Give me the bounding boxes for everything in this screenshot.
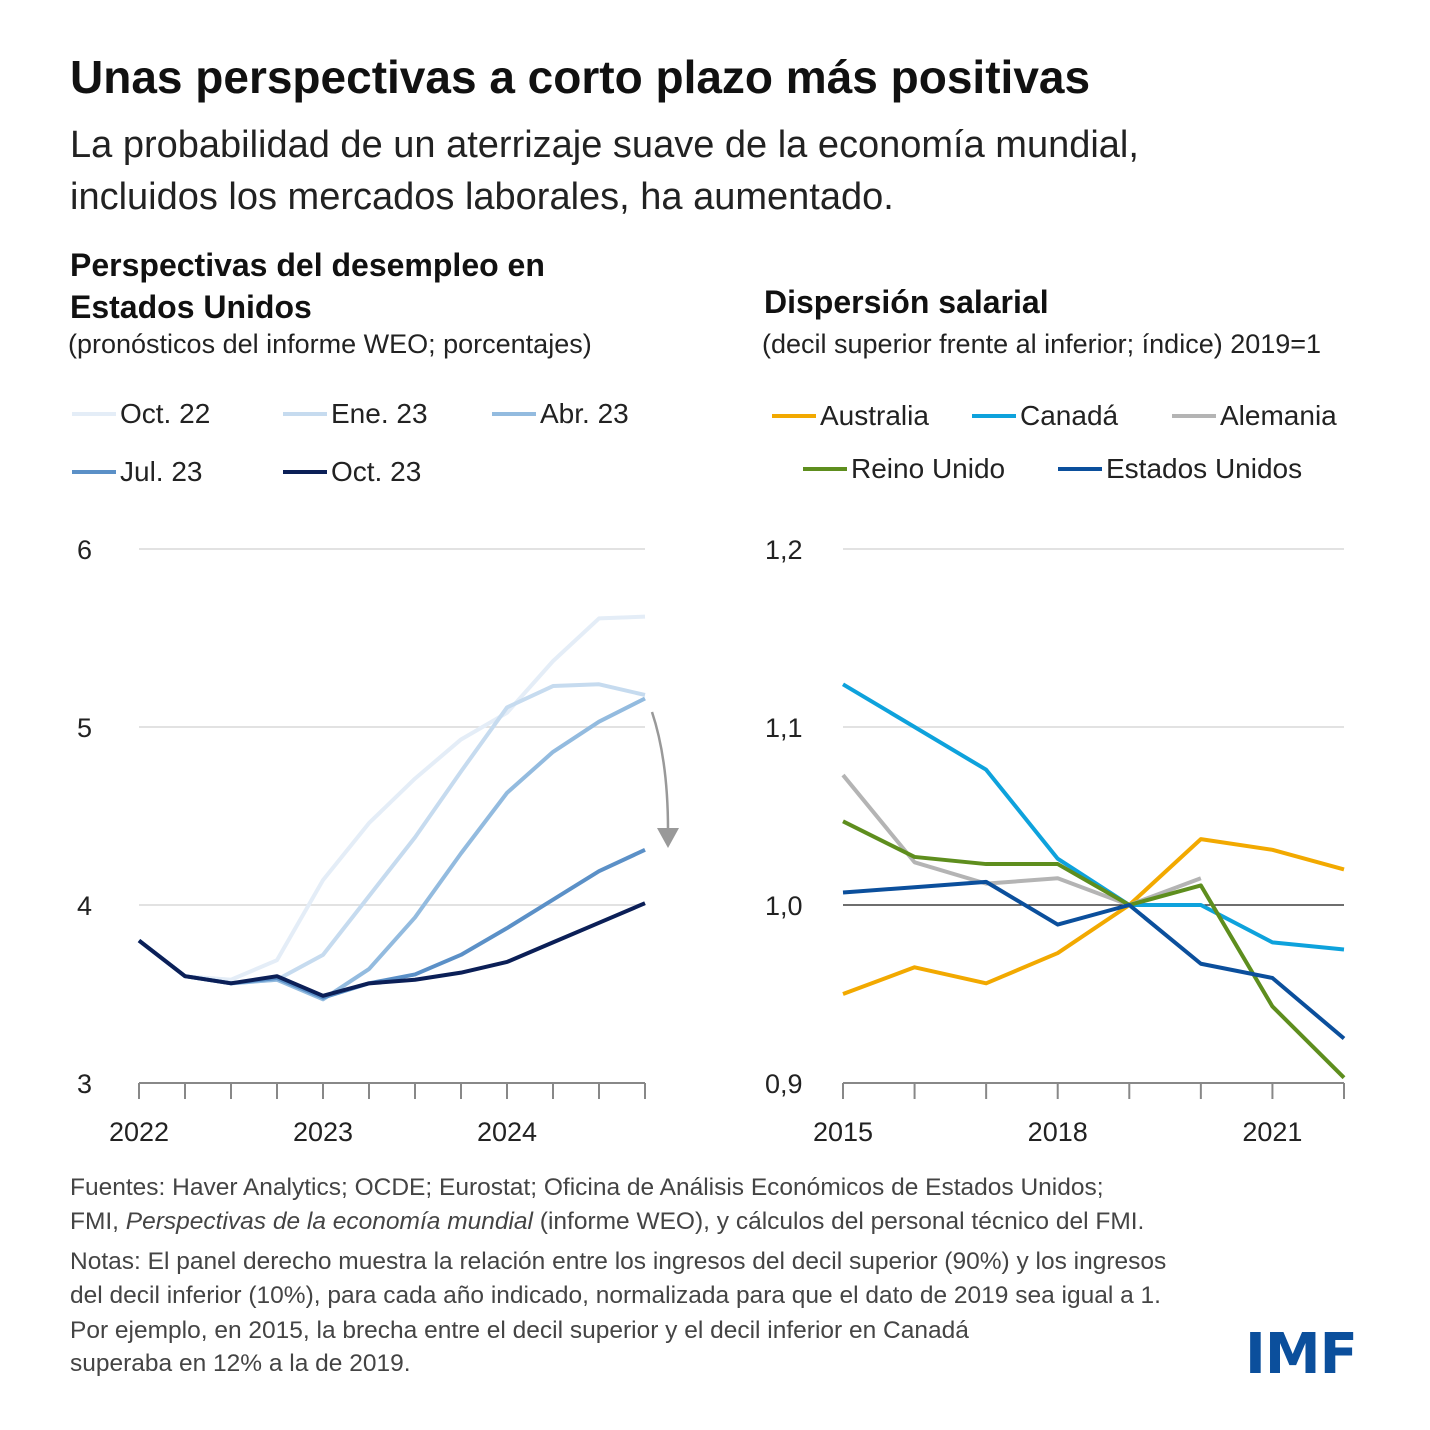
- notes-line-2: del decil inferior (10%), para cada año …: [70, 1282, 1161, 1309]
- sources-text: FMI,: [70, 1208, 126, 1235]
- sources-publication: Perspectivas de la economía mundial: [125, 1208, 533, 1235]
- legend-swatch: [1058, 467, 1102, 471]
- subtitle-line-2: incluidos los mercados laborales, ha aum…: [70, 176, 894, 218]
- y-tick-label: 5: [77, 713, 92, 743]
- notes-line-4: superaba en 12% a la de 2019.: [70, 1350, 411, 1377]
- x-tick-label: 2024: [477, 1117, 537, 1147]
- series-line-australia: [842, 837, 1345, 996]
- legend-swatch: [972, 414, 1016, 418]
- down-arrow-head: [657, 828, 679, 848]
- notes-line-1: Notas: El panel derecho muestra la relac…: [70, 1248, 1167, 1275]
- right-chart-title: Dispersión salarial: [764, 284, 1049, 320]
- sources-text: (informe WEO), y cálculos del personal t…: [533, 1208, 1145, 1235]
- legend-label: Oct. 22: [120, 398, 211, 429]
- series-line-alemania: [841, 773, 1202, 907]
- subtitle-line-1: La probabilidad de un aterrizaje suave d…: [70, 124, 1139, 166]
- legend-label: Australia: [820, 400, 929, 431]
- legend-label: Ene. 23: [331, 398, 428, 429]
- legend-swatch: [803, 467, 847, 471]
- legend-label: Reino Unido: [851, 453, 1006, 484]
- legend-swatch: [72, 412, 116, 416]
- left-chart-title-1: Perspectivas del desempleo en: [70, 247, 545, 283]
- right-chart-subtitle: (decil superior frente al inferior; índi…: [762, 329, 1322, 359]
- legend-swatch: [772, 414, 816, 418]
- imf-logo: IMF: [1245, 1322, 1358, 1387]
- series-line-jul-23: [137, 848, 646, 1000]
- legend-item: Jul. 23: [72, 456, 203, 488]
- y-tick-label: 6: [77, 535, 92, 565]
- main-title: Unas perspectivas a corto plazo más posi…: [70, 51, 1091, 103]
- legend-label: Oct. 23: [331, 456, 422, 487]
- x-tick-label: 2015: [813, 1117, 873, 1147]
- y-tick-label: 1,0: [765, 891, 803, 921]
- y-tick-label: 0,9: [765, 1069, 803, 1099]
- legend-swatch: [492, 412, 536, 416]
- down-arrow-shaft: [650, 711, 670, 831]
- legend-item: Alemania: [1172, 400, 1337, 432]
- legend-swatch: [283, 412, 327, 416]
- series-line-oct-22: [137, 614, 646, 982]
- series-line-estados-unidos: [842, 879, 1346, 1041]
- x-tick-label: 2021: [1242, 1117, 1302, 1147]
- left-chart-subtitle: (pronósticos del informe WEO; porcentaje…: [68, 329, 592, 359]
- legend-label: Jul. 23: [120, 456, 203, 487]
- y-tick-label: 1,2: [765, 535, 803, 565]
- notes-line-3: Por ejemplo, en 2015, la brecha entre el…: [70, 1317, 969, 1344]
- x-tick-label: 2018: [1028, 1117, 1088, 1147]
- legend-item: Oct. 23: [283, 456, 421, 488]
- legend-item: Canadá: [972, 400, 1118, 432]
- legend-label: Alemania: [1220, 400, 1337, 431]
- sources-line-2: FMI, Perspectivas de la economía mundial…: [70, 1208, 1144, 1236]
- series-line-oct-23: [137, 901, 646, 998]
- legend-item: Estados Unidos: [1058, 453, 1302, 485]
- legend-item: Ene. 23: [283, 398, 428, 430]
- legend-swatch: [72, 470, 116, 474]
- legend-item: Abr. 23: [492, 398, 629, 430]
- sources-line-1: Fuentes: Haver Analytics; OCDE; Eurostat…: [70, 1174, 1104, 1201]
- legend-item: Australia: [772, 400, 929, 432]
- series-line-ene-23: [137, 682, 646, 986]
- series-line-canad-: [841, 682, 1345, 952]
- legend-item: Oct. 22: [72, 398, 210, 430]
- legend-swatch: [283, 470, 327, 474]
- legend-label: Abr. 23: [540, 398, 629, 429]
- y-tick-label: 1,1: [765, 713, 803, 743]
- series-line-reino-unido: [842, 819, 1346, 1080]
- y-tick-label: 4: [77, 891, 92, 921]
- left-chart-title-2: Estados Unidos: [70, 289, 312, 325]
- legend-item: Reino Unido: [803, 453, 1005, 485]
- x-tick-label: 2023: [293, 1117, 353, 1147]
- series-line-abr-23: [137, 696, 646, 1002]
- legend-label: Estados Unidos: [1106, 453, 1303, 484]
- legend-swatch: [1172, 414, 1216, 418]
- legend-label: Canadá: [1020, 400, 1119, 431]
- x-tick-label: 2022: [109, 1117, 169, 1147]
- y-tick-label: 3: [77, 1069, 92, 1099]
